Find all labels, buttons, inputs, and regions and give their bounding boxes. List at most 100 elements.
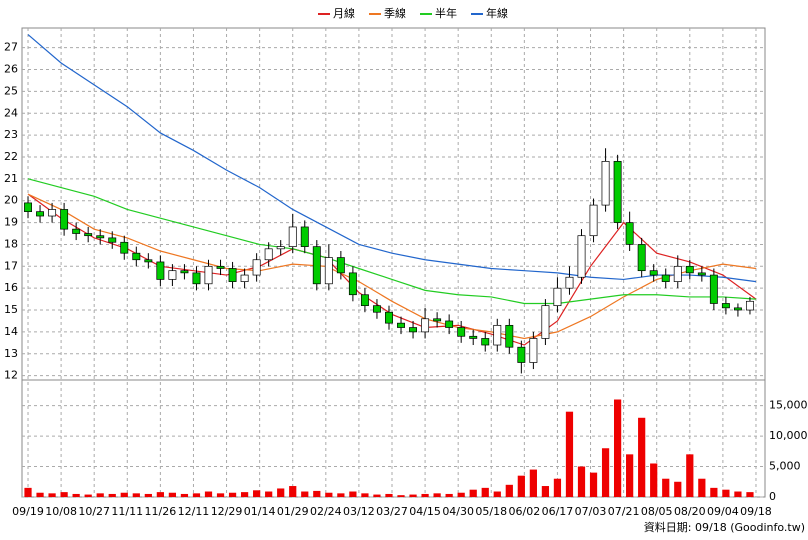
candle-body [721,303,730,309]
candle-body [204,265,213,285]
volume-bar [577,466,586,497]
candle-body [144,259,153,263]
candle-body [385,311,393,324]
y2-tick-label: 10,000 [769,429,808,442]
y-tick-label: 22 [4,150,18,163]
x-tick-label: 09/04 [707,505,739,518]
x-tick-label: 05/18 [475,505,507,518]
volume-bar [325,492,333,497]
candle-body [433,318,442,322]
volume-bar [638,417,646,497]
candle-body [108,237,117,243]
y-tick-label: 20 [4,194,18,207]
y-tick-label: 25 [4,84,18,97]
volume-bar [72,493,80,497]
ma-line [27,178,757,305]
candle-body [324,257,333,285]
legend-label: 月線 [333,6,355,20]
footer: 資料日期: 09/18 (Goodinfo.tw) [644,520,805,534]
volume-bar [180,493,189,497]
plot-frame [21,27,766,498]
y-tick-label: 17 [4,259,18,272]
candle-body [565,276,574,289]
candle-body [733,307,742,311]
y-tick-label: 18 [4,237,18,250]
candle-body [649,270,658,276]
candle-body [709,274,718,304]
y2-tick-label: 0 [769,490,776,503]
volume-bar [493,491,501,497]
candle-body [96,235,105,239]
candle-body [180,270,189,274]
y-tick-label: 24 [4,106,18,119]
volume-bar [36,492,44,497]
volume-bar [156,492,164,497]
volume-bar [722,489,730,497]
candle-body [60,209,69,230]
candle-body [469,335,478,339]
candle-body [72,228,81,234]
volume-bar [517,475,525,497]
x-tick-label: 09/18 [740,505,772,518]
volume-bar [481,487,489,497]
x-tick-label: 12/29 [211,505,243,518]
volume-bar [349,491,357,497]
volume-bar [301,491,309,497]
volume-bar [108,493,116,497]
volume-bar [626,454,634,497]
volume-bar [277,488,285,497]
candle-body [24,202,32,213]
volume-bar [541,486,550,497]
candle-body [505,324,514,348]
volume-bar [289,486,297,497]
candle-body [685,265,694,274]
x-tick-label: 07/21 [608,505,640,518]
volume-bar [84,494,92,497]
volume-bar [469,489,477,497]
volume-bar [686,454,694,497]
legend-label: 半年 [435,6,457,20]
candle-body [481,338,490,346]
candle-body [312,246,321,285]
volume-bar [144,493,152,497]
ma-line [27,34,757,283]
candle-body [84,233,93,237]
volume-bar [132,493,140,497]
candle-body [529,338,538,363]
candle-body [613,161,622,223]
y2-tick-label: 15,000 [769,399,808,412]
volume-bar [192,493,201,497]
volume-bar [373,494,381,497]
y-tick-label: 26 [4,63,18,76]
volume-bar [216,493,225,497]
volume-bar [565,411,574,497]
volume-bar [698,478,706,497]
volume-bar [553,478,562,497]
volume-bar [445,493,453,497]
volume-bar [421,493,429,497]
candle-body [577,235,586,278]
candle-body [745,300,754,311]
volume-bar [662,478,670,497]
candle-body [168,270,177,280]
candle-body [589,204,598,237]
candle-body [228,268,237,282]
volume-bar [734,491,742,497]
candle-body [240,274,249,282]
volume-bar [240,492,249,497]
candle-body [409,327,418,333]
volume-bar [505,484,513,497]
legend-label: 年線 [486,6,508,20]
candle-body [661,274,670,282]
candle-body [372,305,381,313]
y2-tick-label: 5,000 [769,460,801,473]
y-tick-label: 13 [4,347,18,360]
volume-bar [120,492,128,497]
candle-body [421,318,430,333]
x-tick-label: 08/05 [641,505,673,518]
x-tick-label: 03/12 [343,505,375,518]
volume-bar [48,493,56,497]
volume-bar [746,492,754,497]
y-tick-label: 19 [4,216,18,229]
